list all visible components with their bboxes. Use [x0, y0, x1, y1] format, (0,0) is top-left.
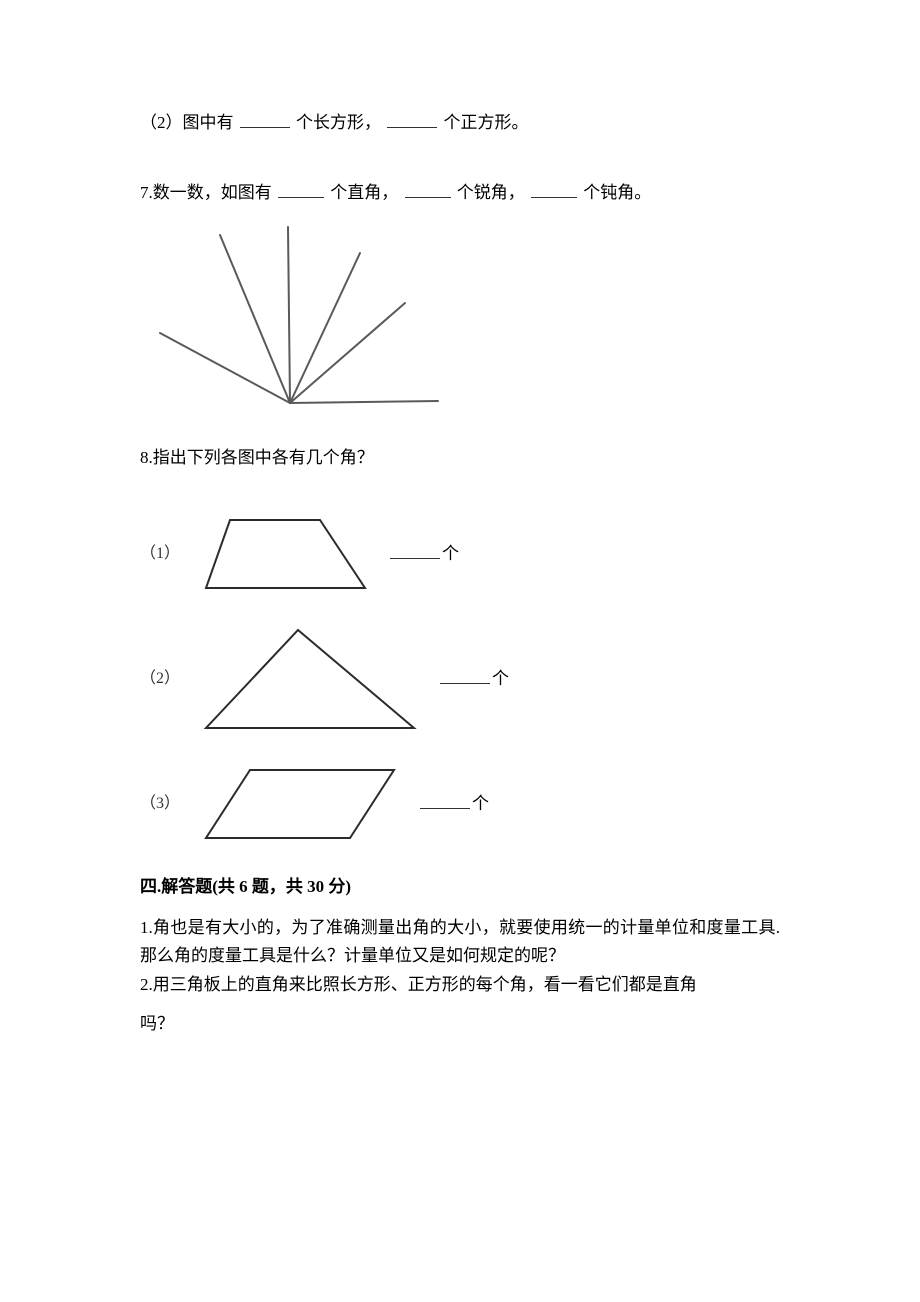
section4-q2-tail: 吗？: [140, 1010, 780, 1039]
q2-mid1: 个长方形，: [296, 113, 381, 132]
parallelogram-shape: [200, 764, 400, 844]
q8-unit-3: 个: [472, 791, 489, 817]
q7-blank-1[interactable]: [278, 180, 324, 198]
trapezoid-shape: [200, 514, 370, 594]
q8-item-2-label: （2）: [140, 667, 200, 691]
q7-blank-2[interactable]: [405, 180, 451, 198]
triangle-shape: [200, 624, 420, 734]
trapezoid-svg: [200, 514, 370, 594]
q2-mid2: 个正方形。: [444, 113, 529, 132]
q8-item-3-label: （3）: [140, 792, 200, 816]
q8-title: 8.指出下列各图中各有几个角？: [140, 445, 780, 471]
q8-unit-2: 个: [492, 666, 509, 692]
q8-item-1-answer: 个: [388, 541, 459, 567]
q8-item-2-answer: 个: [438, 666, 509, 692]
q8-item-3: （3） 个: [140, 764, 780, 844]
q2-blank-1[interactable]: [240, 110, 290, 128]
q7-seg3: 个钝角。: [583, 183, 651, 202]
q8-item-1-label: （1）: [140, 542, 200, 566]
section4-q1: 1.角也是有大小的，为了准确测量出角的大小，就要使用统一的计量单位和度量工具.那…: [140, 914, 780, 972]
worksheet-page: （2）图中有 个长方形， 个正方形。 7.数一数，如图有 个直角， 个锐角， 个…: [0, 0, 920, 1039]
q7-line: 7.数一数，如图有 个直角， 个锐角， 个钝角。: [140, 180, 780, 206]
spacer: [140, 478, 780, 496]
q7-seg1: 个直角，: [330, 183, 398, 202]
q8-item-1: （1） 个: [140, 514, 780, 594]
q7-seg2: 个锐角，: [457, 183, 525, 202]
q8-blank-3[interactable]: [420, 791, 470, 809]
section4-q2: 2.用三角板上的直角来比照长方形、正方形的每个角，看一看它们都是直角: [140, 971, 780, 1000]
q8-unit-1: 个: [442, 541, 459, 567]
section-4-title: 四.解答题(共 6 题，共 30 分): [140, 874, 780, 900]
q8-blank-1[interactable]: [390, 541, 440, 559]
q7-figure: [150, 223, 780, 421]
q2-line: （2）图中有 个长方形， 个正方形。: [140, 110, 780, 136]
q7-pre: 7.数一数，如图有: [140, 183, 272, 202]
triangle-svg: [200, 624, 420, 734]
q8-blank-2[interactable]: [440, 666, 490, 684]
fan-rays-svg: [150, 223, 440, 413]
q7-blank-3[interactable]: [531, 180, 577, 198]
q8-item-2: （2） 个: [140, 624, 780, 734]
q8-item-3-answer: 个: [418, 791, 489, 817]
q2-blank-2[interactable]: [387, 110, 437, 128]
q2-prefix: （2）图中有: [140, 113, 234, 132]
parallelogram-svg: [200, 764, 400, 844]
spacer: [140, 1000, 780, 1010]
spacer: [140, 144, 780, 180]
